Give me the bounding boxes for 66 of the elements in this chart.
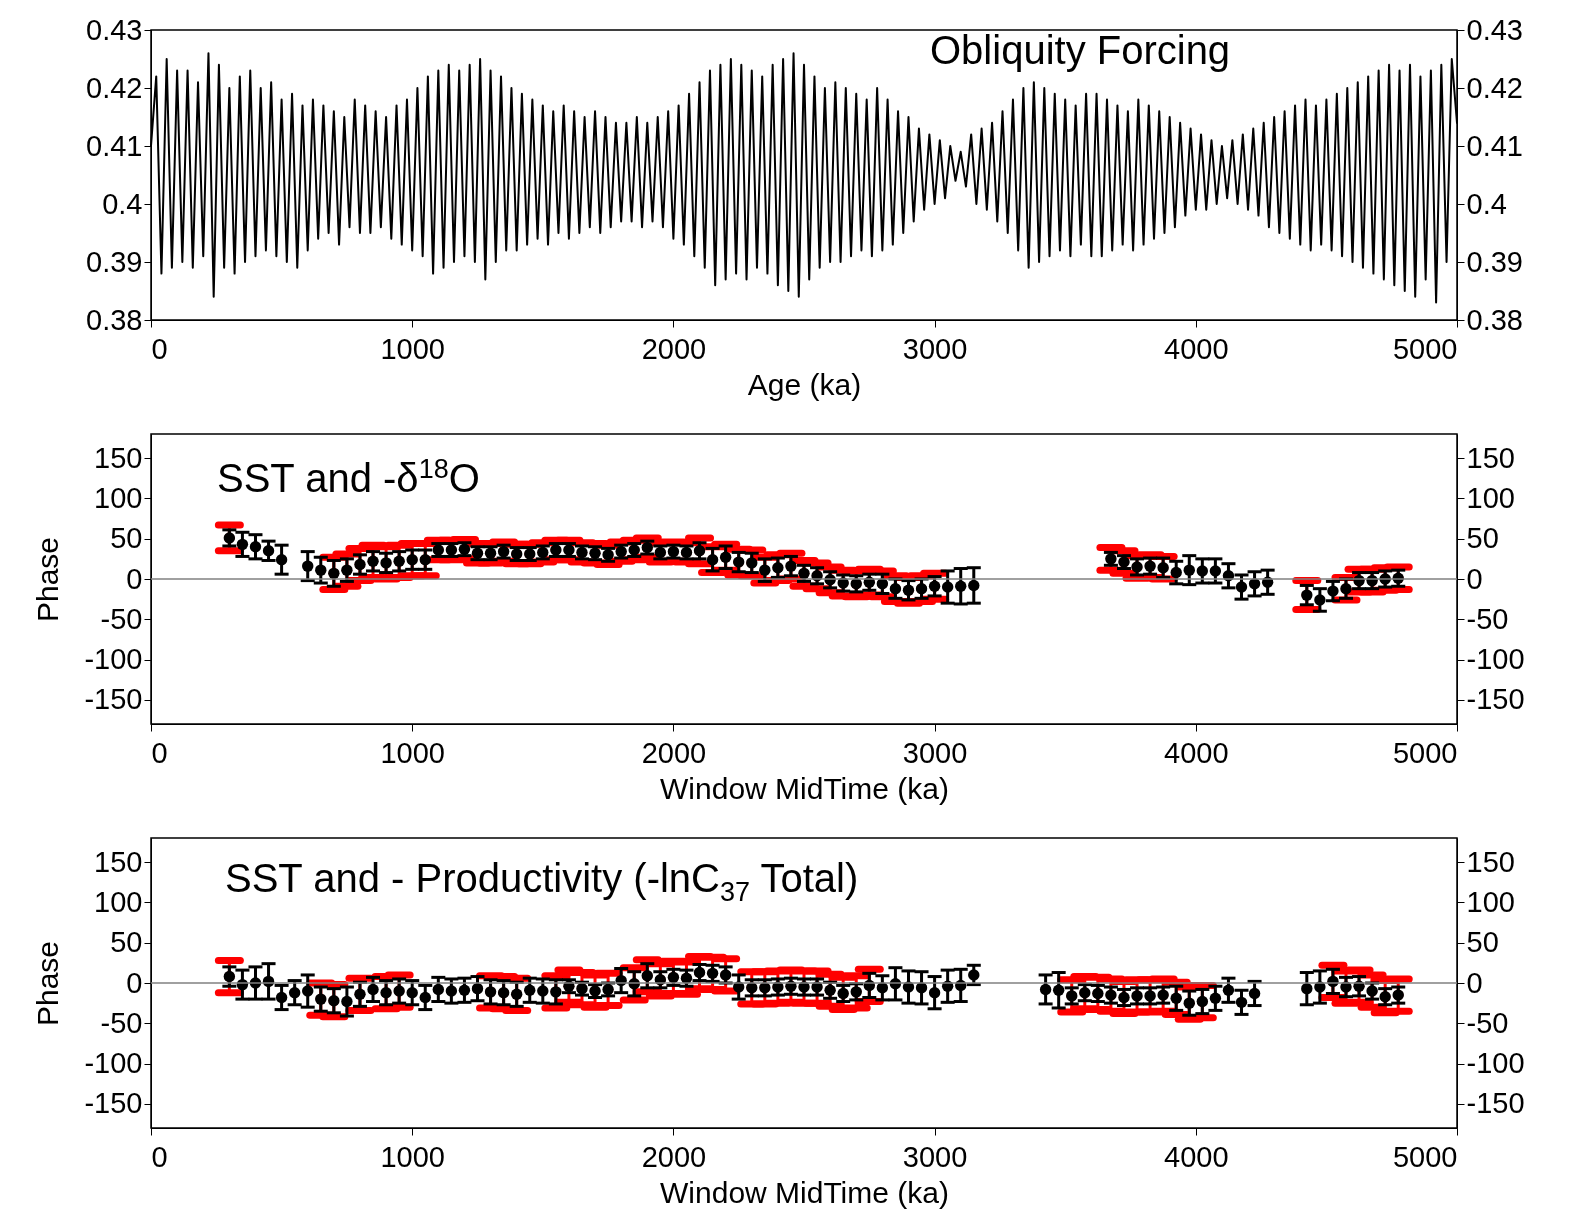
text: SST and - Productivity (-lnC$_{37}$ Total) — [225, 856, 859, 907]
y-tick-label: 0.43 — [86, 13, 143, 46]
y2-tick-label: 0.39 — [1466, 245, 1523, 278]
y2-tick-label: -150 — [1466, 683, 1525, 716]
y2-tick-label: 0.4 — [1466, 187, 1507, 220]
x-tick-label: 4000 — [1164, 1140, 1229, 1173]
x-tick-label: 2000 — [641, 332, 707, 365]
x-tick-label: 4000 — [1164, 332, 1229, 365]
y2-tick-label: 0.38 — [1466, 303, 1523, 336]
y-tick-label: 0.4 — [102, 187, 143, 220]
y-tick-label: 100 — [94, 885, 143, 918]
y2-tick-label: 50 — [1466, 522, 1499, 555]
x-axis-title: Age (ka) — [747, 367, 862, 401]
y2-tick-label: 100 — [1466, 885, 1515, 918]
x-tick-label: 0 — [151, 736, 168, 769]
x-tick-label: 1000 — [380, 736, 445, 769]
y2-tick-label: -100 — [1466, 1047, 1525, 1080]
y-tick-label: -50 — [100, 1006, 143, 1039]
x-tick-label: 0 — [151, 332, 168, 365]
y2-tick-label: 0.42 — [1466, 71, 1523, 104]
y2-tick-label: 0 — [1466, 562, 1483, 595]
x-tick-label: 1000 — [380, 332, 445, 365]
y2-tick-label: 150 — [1466, 845, 1515, 878]
x-tick-label: 0 — [151, 1140, 168, 1173]
y2-tick-label: 150 — [1466, 441, 1515, 474]
y-tick-label: 0 — [126, 966, 143, 999]
y-tick-label: -100 — [84, 643, 143, 676]
y2-tick-label: -50 — [1466, 602, 1509, 635]
y-tick-label: 150 — [94, 441, 143, 474]
y-axis-title: Phase — [31, 940, 65, 1027]
y-tick-label: -50 — [100, 602, 143, 635]
x-tick-label: 5000 — [1392, 332, 1458, 365]
y-tick-label: 100 — [94, 481, 143, 514]
x-tick-label: 1000 — [380, 1140, 445, 1173]
chart-title: Obliquity Forcing — [930, 28, 1231, 72]
x-tick-label: 3000 — [902, 1140, 968, 1173]
y2-tick-label: 100 — [1466, 481, 1515, 514]
y-tick-label: -150 — [84, 683, 143, 716]
y2-tick-label: 0 — [1466, 966, 1483, 999]
y-tick-label: -100 — [84, 1047, 143, 1080]
y-tick-label: 0 — [126, 562, 143, 595]
y-axis-title: Phase — [31, 536, 65, 623]
y-tick-label: 0.41 — [86, 129, 143, 162]
x-tick-label: 3000 — [902, 736, 968, 769]
y2-tick-label: -100 — [1466, 643, 1525, 676]
x-tick-label: 5000 — [1392, 1140, 1458, 1173]
y-tick-label: 150 — [94, 845, 143, 878]
x-tick-label: 2000 — [641, 1140, 707, 1173]
y2-tick-label: 0.41 — [1466, 129, 1523, 162]
y-tick-label: 0.39 — [86, 245, 143, 278]
y-tick-label: 0.38 — [86, 303, 143, 336]
x-axis-title: Window MidTime (ka) — [660, 771, 949, 805]
y2-tick-label: 0.43 — [1466, 13, 1523, 46]
x-tick-label: 2000 — [641, 736, 707, 769]
y2-tick-label: 50 — [1466, 926, 1499, 959]
y2-tick-label: -50 — [1466, 1006, 1509, 1039]
y-tick-label: 0.42 — [86, 71, 143, 104]
text: SST and -δ$^{18}$O — [217, 454, 480, 501]
y-tick-label: 50 — [110, 522, 143, 555]
y-tick-label: -150 — [84, 1087, 143, 1120]
x-tick-label: 3000 — [902, 332, 968, 365]
x-axis-title: Window MidTime (ka) — [660, 1175, 949, 1209]
x-tick-label: 4000 — [1164, 736, 1229, 769]
y2-tick-label: -150 — [1466, 1087, 1525, 1120]
x-tick-label: 5000 — [1392, 736, 1458, 769]
y-tick-label: 50 — [110, 926, 143, 959]
